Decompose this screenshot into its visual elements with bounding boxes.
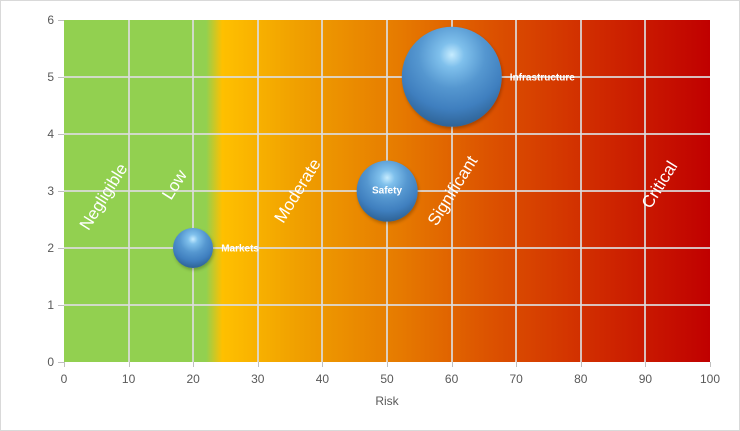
x-tick-label: 90 — [638, 372, 653, 386]
y-gridline — [64, 247, 710, 249]
y-tick-mark — [58, 20, 64, 21]
y-gridline — [64, 304, 710, 306]
y-tick-mark — [58, 248, 64, 249]
x-tick-mark — [451, 362, 453, 367]
y-tick-label: 5 — [47, 70, 54, 84]
x-axis-title: Risk — [375, 394, 399, 408]
bubble-infrastructure[interactable] — [401, 26, 502, 128]
x-tick-mark — [710, 362, 711, 367]
bubble-safety[interactable] — [356, 160, 418, 222]
y-tick-label: 6 — [47, 13, 54, 27]
y-tick-mark — [58, 191, 64, 192]
x-tick-mark — [257, 362, 259, 367]
bubble-label-safety: Safety — [371, 185, 403, 197]
x-tick-label: 40 — [315, 372, 330, 386]
bubble-label-infrastructure: Infrastructure — [509, 72, 575, 84]
x-tick-mark — [322, 362, 324, 367]
x-tick-label: 10 — [121, 372, 136, 386]
bubble-label-markets: Markets — [221, 243, 259, 255]
x-tick-label: 70 — [509, 372, 523, 386]
x-tick-mark — [128, 362, 130, 367]
y-gridline — [64, 133, 710, 135]
y-tick-mark — [58, 305, 64, 306]
x-tick-label: 20 — [186, 372, 200, 386]
y-tick-label: 0 — [47, 355, 54, 369]
x-tick-label: 50 — [380, 372, 394, 386]
y-tick-mark — [58, 362, 64, 363]
y-tick-label: 2 — [47, 241, 54, 255]
y-gridline — [64, 76, 710, 78]
y-tick-label: 4 — [47, 127, 54, 141]
y-tick-mark — [58, 77, 64, 78]
y-tick-label: 3 — [47, 184, 54, 198]
y-tick-label: 1 — [47, 298, 54, 312]
x-tick-label: 0 — [60, 372, 68, 386]
x-tick-label: 30 — [251, 372, 265, 386]
x-tick-mark — [645, 362, 647, 367]
x-tick-label: 100 — [699, 372, 721, 386]
x-tick-mark — [193, 362, 195, 367]
x-tick-label: 60 — [444, 372, 459, 386]
x-tick-mark — [64, 362, 65, 367]
y-tick-mark — [58, 134, 64, 135]
x-tick-label: 80 — [574, 372, 588, 386]
x-tick-mark — [580, 362, 582, 367]
x-tick-mark — [387, 362, 388, 367]
x-tick-mark — [516, 362, 518, 367]
bubble-markets[interactable] — [173, 228, 214, 268]
